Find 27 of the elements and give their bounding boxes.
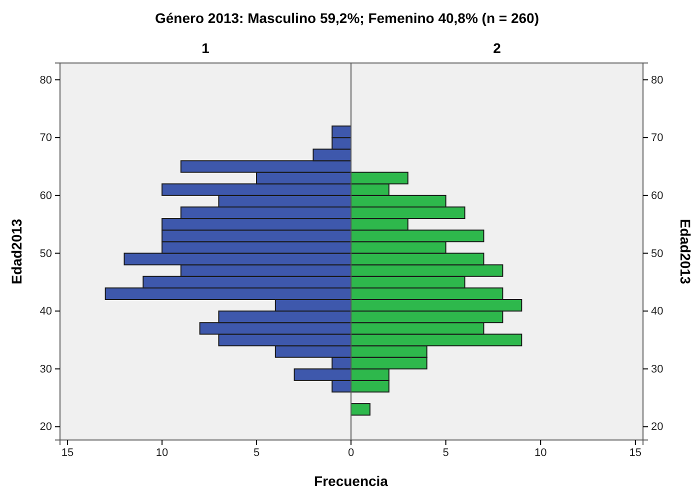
chart-title: Género 2013: Masculino 59,2%; Femenino 40,8% (n = 260) [155, 10, 539, 26]
y-tick-label: 80 [40, 74, 52, 86]
x-tick-label: 5 [442, 446, 449, 459]
x-tick-label: 15 [629, 446, 642, 459]
y-axis-title: Edad2013 [8, 218, 25, 284]
y-tick-label: 40 [40, 306, 52, 318]
y-tick-label: 60 [651, 190, 664, 202]
y-tick-label: 30 [651, 363, 664, 376]
x-axis-title: Frecuencia [314, 473, 388, 489]
y-axis-title: Edad2013 [677, 218, 694, 284]
x-tick-label: 15 [61, 446, 74, 459]
x-tick-label: 10 [156, 446, 168, 459]
x-tick-label: 0 [348, 446, 354, 459]
y-tick-label: 20 [651, 421, 664, 434]
y-tick-label: 50 [40, 248, 52, 260]
y-tick-label: 30 [40, 363, 52, 376]
y-tick-label: 80 [651, 74, 664, 86]
chart-subtitle: 2 [493, 40, 502, 56]
x-tick-label: 10 [534, 446, 547, 459]
y-tick-label: 20 [40, 421, 52, 434]
x-tick-label: 5 [253, 446, 260, 459]
chart-subtitle: 1 [202, 40, 210, 56]
y-tick-label: 70 [651, 132, 664, 144]
y-tick-label: 70 [40, 132, 52, 144]
y-tick-label: 40 [651, 306, 664, 318]
y-tick-label: 60 [40, 190, 52, 202]
y-tick-label: 50 [651, 248, 664, 260]
